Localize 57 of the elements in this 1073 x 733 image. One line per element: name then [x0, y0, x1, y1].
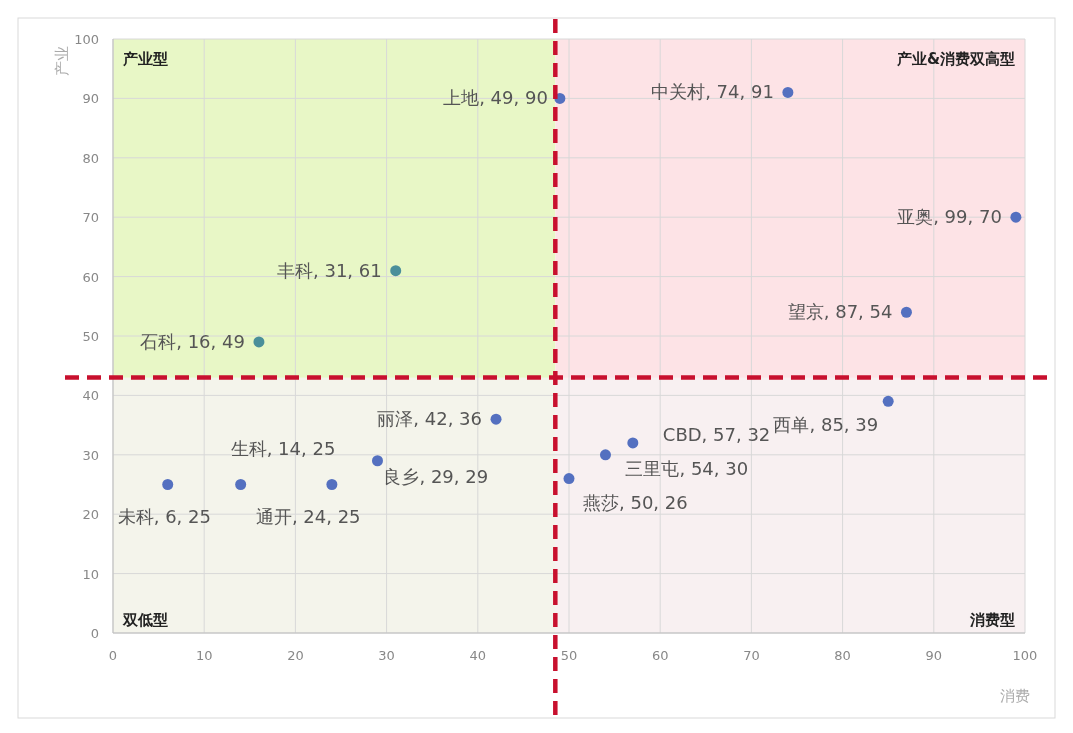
y-tick-label: 0 [90, 626, 99, 641]
y-tick-label: 30 [82, 447, 99, 463]
point [390, 265, 402, 277]
data-label: 望京, 87, 54 [787, 301, 893, 323]
annotation: 产业型 [122, 50, 168, 68]
point [1010, 211, 1022, 223]
annotation: 双低型 [122, 611, 168, 629]
x-tick-label: 90 [925, 648, 943, 663]
point [326, 479, 338, 490]
data-label: 良乡, 29, 29 [383, 465, 489, 487]
x-tick-label: 30 [378, 648, 395, 663]
x-tick-label: 70 [743, 648, 760, 663]
point [563, 473, 575, 485]
x-tick-label: 80 [834, 648, 851, 663]
x-axis-title: 消费 [1000, 687, 1030, 705]
point [627, 437, 639, 449]
y-tick-label: 40 [82, 388, 99, 404]
point [782, 86, 794, 98]
data-label: 通开, 24, 25 [255, 505, 361, 527]
data-label: 西单, 85, 39 [773, 414, 879, 436]
data-label: 未科, 6, 25 [117, 505, 211, 527]
x-tick-label: 100 [1012, 648, 1038, 663]
data-label: 中关村, 74, 91 [651, 81, 774, 103]
data-label: 燕莎, 50, 26 [583, 491, 688, 513]
y-tick-label: 90 [82, 91, 99, 107]
x-tick-label: 20 [287, 648, 304, 663]
point [882, 395, 894, 407]
x-tick-label: 10 [195, 648, 213, 663]
data-label: CBD, 57, 32 [662, 423, 771, 445]
point [371, 455, 383, 467]
y-tick-label: 100 [74, 32, 99, 47]
y-tick-label: 60 [82, 269, 99, 285]
annotation: 消费型 [969, 611, 1015, 629]
x-tick-label: 40 [469, 648, 487, 663]
y-tick-label: 70 [82, 210, 99, 226]
data-label: 亚奥, 99, 70 [897, 206, 1002, 228]
point [162, 479, 174, 490]
data-label: 生科, 14, 25 [230, 437, 336, 459]
data-label: 丽泽, 42, 36 [377, 408, 483, 430]
x-tick-label: 50 [560, 648, 578, 663]
annotation: 产业&消费双高型 [895, 50, 1015, 68]
point [599, 449, 611, 461]
point [235, 479, 247, 490]
y-tick-label: 80 [82, 150, 99, 166]
point [253, 336, 265, 348]
data-label: 石科, 16, 49 [140, 330, 245, 352]
point [490, 413, 502, 425]
y-axis-title: 产业 [53, 46, 71, 76]
x-tick-label: 0 [108, 648, 118, 663]
y-tick-label: 20 [82, 507, 99, 523]
data-label: 三里屯, 54, 30 [625, 457, 749, 479]
x-tick-label: 60 [651, 648, 669, 663]
data-label: 丰科, 31, 61 [277, 259, 382, 281]
y-tick-label: 50 [82, 329, 99, 344]
data-label: 上地, 49, 90 [443, 87, 548, 109]
point [900, 306, 912, 318]
y-tick-label: 10 [82, 566, 99, 582]
